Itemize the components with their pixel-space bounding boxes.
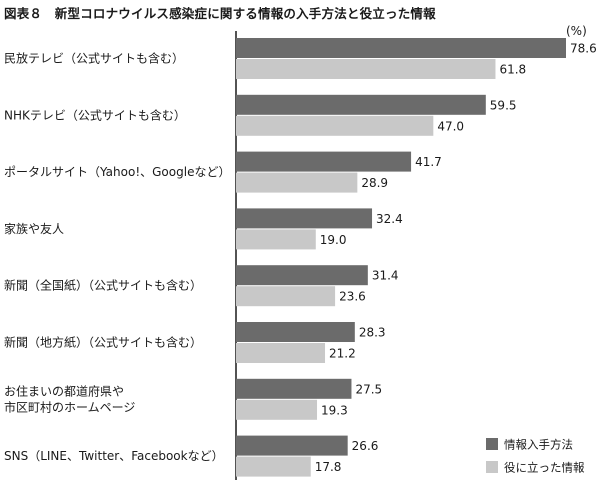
bar-info-source [236, 435, 348, 456]
legend-label: 情報入手方法 [504, 438, 573, 452]
data-label: 61.8 [499, 63, 526, 77]
bar-info-source [236, 265, 368, 286]
data-label: 28.3 [359, 326, 386, 340]
data-label: 23.6 [339, 290, 366, 304]
bar-useful-info [236, 399, 318, 420]
legend-swatch [486, 461, 498, 473]
bar-useful-info [236, 172, 358, 193]
category-label: SNS（LINE、Twitter、Facebookなど） [4, 449, 224, 463]
data-label: 21.2 [329, 347, 356, 361]
data-label: 27.5 [355, 382, 382, 396]
bar-info-source [236, 38, 566, 58]
legend-swatch [486, 438, 498, 450]
bar-useful-info [236, 286, 336, 307]
bar-info-source [236, 322, 355, 342]
data-label: 31.4 [372, 269, 399, 283]
data-label: 41.7 [415, 155, 442, 169]
data-label: 32.4 [376, 212, 403, 226]
bar-useful-info [236, 59, 496, 79]
bar-info-source [236, 378, 352, 399]
data-label: 17.8 [315, 460, 342, 474]
category-label: NHKテレビ（公式サイトも含む） [4, 107, 186, 122]
bar-info-source [236, 151, 412, 172]
category-label: 市区町村のホームページ [4, 399, 135, 414]
data-label: 19.0 [320, 233, 347, 247]
bar-useful-info [236, 343, 326, 363]
bar-useful-info [236, 456, 311, 477]
data-label: 47.0 [437, 119, 464, 133]
category-label: 家族や友人 [4, 221, 64, 236]
category-label: お住まいの都道府県や [4, 383, 124, 398]
bar-useful-info [236, 229, 316, 250]
category-label: 新聞（地方紙）（公式サイトも含む） [4, 335, 202, 350]
legend-label: 役に立った情報 [504, 461, 585, 475]
chart-title: 図表８ 新型コロナウイルス感染症に関する情報の入手方法と役立った情報 [4, 6, 436, 21]
category-label: 民放テレビ（公式サイトも含む） [4, 51, 184, 66]
unit-label: (%) [566, 24, 587, 38]
category-label: ポータルサイト（Yahoo!、Googleなど） [4, 165, 230, 179]
bar-useful-info [236, 115, 434, 136]
category-label: 新聞（全国紙）（公式サイトも含む） [4, 278, 202, 293]
data-label: 19.3 [321, 403, 348, 417]
bar-info-source [236, 208, 373, 229]
data-label: 59.5 [490, 98, 517, 112]
data-label: 26.6 [352, 439, 379, 453]
bar-info-source [236, 94, 486, 115]
data-label: 78.6 [570, 42, 597, 56]
data-label: 28.9 [361, 176, 388, 190]
